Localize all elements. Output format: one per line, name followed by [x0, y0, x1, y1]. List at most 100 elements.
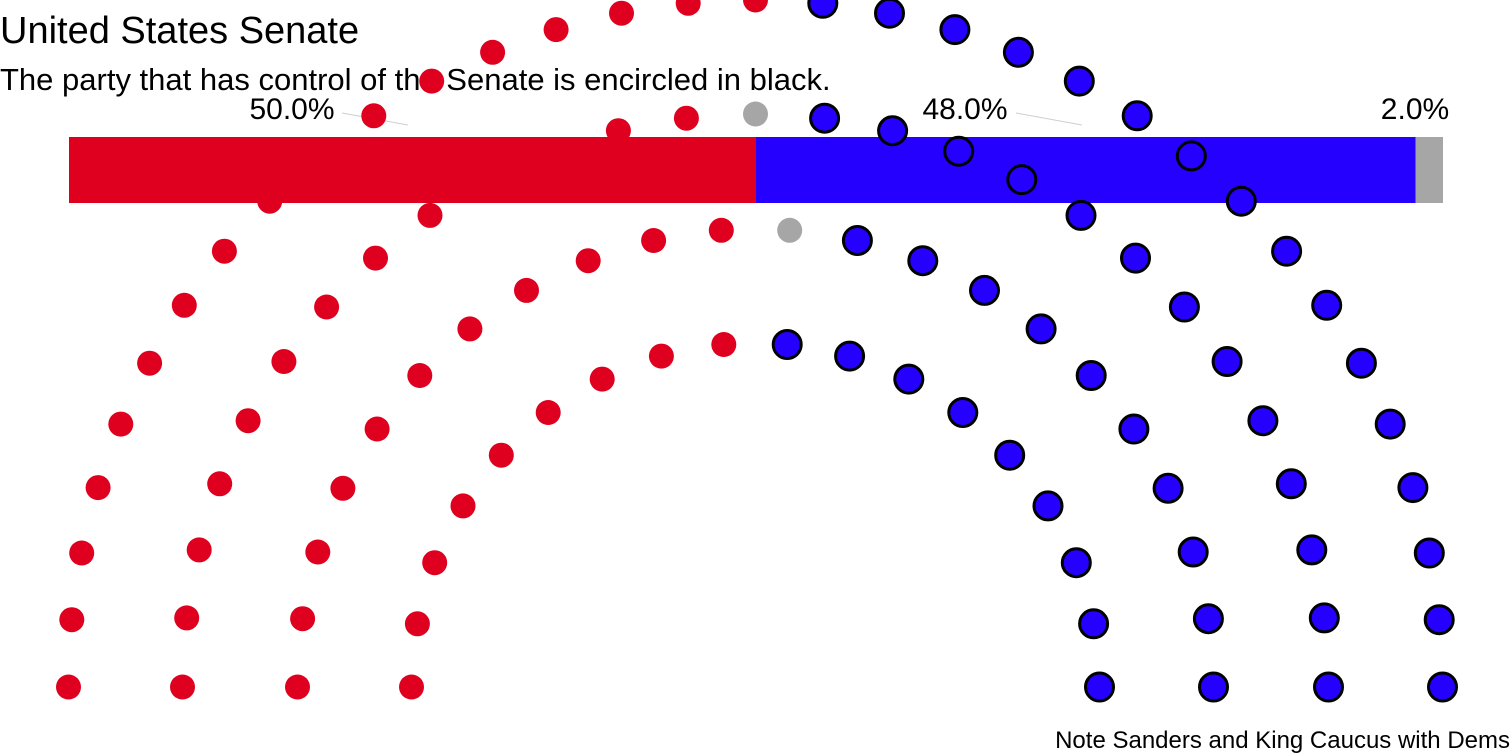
seat-democrat: [1296, 534, 1328, 566]
seat-democrat: [893, 363, 925, 395]
seat-republican: [186, 537, 212, 563]
seat-republican: [314, 294, 340, 320]
seat-democrat: [1247, 405, 1279, 437]
bar-segment-other: [1415, 137, 1443, 203]
seat-democrat: [1211, 346, 1243, 377]
seat-democrat: [877, 115, 909, 147]
seat-republican: [235, 408, 261, 434]
seat-republican: [257, 188, 283, 214]
seat-democrat: [1177, 536, 1209, 568]
seat-democrat: [1175, 140, 1207, 172]
seat-republican: [641, 228, 667, 253]
seat-democrat: [1275, 468, 1307, 500]
seat-republican: [330, 475, 356, 501]
seat-democrat: [1225, 185, 1257, 217]
seat-other: [777, 217, 803, 243]
seat-democrat: [841, 225, 873, 256]
seat-republican: [743, 0, 768, 13]
seat-republican: [648, 343, 674, 369]
seat-democrat: [1078, 608, 1110, 640]
seat-republican: [575, 248, 601, 274]
seat-republican: [271, 349, 297, 374]
seat-republican: [174, 605, 200, 631]
bar-segment-democrat: [756, 137, 1416, 203]
seat-democrat: [1397, 472, 1429, 504]
seat-republican: [422, 550, 448, 576]
seat-republican: [514, 277, 539, 303]
seat-republican: [589, 366, 615, 392]
bar-segment-republican: [69, 137, 756, 203]
seat-republican: [675, 0, 701, 16]
seat-democrat: [1121, 100, 1153, 132]
seat-republican: [69, 540, 95, 566]
bar-label-other: 2.0%: [1381, 93, 1449, 126]
seat-republican: [307, 143, 333, 169]
bar-label-democrat: 48.0%: [922, 93, 1007, 126]
seat-democrat: [1025, 313, 1057, 345]
seat-republican: [170, 674, 195, 700]
seat-republican: [543, 17, 569, 43]
seat-republican: [171, 292, 197, 318]
seat-republican: [363, 245, 388, 271]
seat-democrat: [1060, 547, 1092, 579]
seat-democrat: [1118, 413, 1150, 445]
seat-republican: [361, 103, 387, 129]
seat-republican: [417, 202, 443, 228]
seat-republican: [673, 105, 699, 131]
seat-republican: [108, 411, 134, 437]
seat-republican: [605, 118, 631, 144]
seat-democrat: [807, 0, 839, 19]
seat-republican: [609, 0, 634, 26]
seat-democrat: [771, 329, 803, 360]
seat-democrat: [1168, 291, 1200, 323]
seat-republican: [535, 400, 561, 425]
seat-republican: [539, 138, 565, 164]
seat-republican: [285, 674, 310, 700]
seat-democrat: [994, 439, 1026, 471]
seat-republican: [480, 39, 506, 65]
seat-democrat: [1311, 289, 1343, 321]
seat-republican: [56, 674, 81, 700]
seat-democrat: [834, 340, 866, 372]
seat-republican: [708, 217, 734, 243]
seat-arc: [56, 0, 1458, 703]
seat-republican: [364, 416, 390, 442]
seat-republican: [85, 475, 111, 501]
seat-republican: [399, 674, 424, 700]
seat-democrat: [1192, 603, 1224, 635]
seat-republican: [404, 611, 430, 637]
seat-democrat: [1271, 235, 1303, 267]
seat-democrat: [1413, 537, 1445, 569]
seat-republican: [211, 238, 237, 264]
seat-democrat: [1002, 36, 1034, 68]
seat-democrat: [809, 102, 841, 134]
seat-democrat: [1120, 242, 1151, 274]
seat-democrat: [947, 397, 979, 428]
share-bar: 50.0% 48.0% 2.0%: [69, 93, 1449, 203]
seat-republican: [476, 167, 502, 193]
seat-republican: [137, 350, 163, 376]
seat-democrat: [1006, 164, 1038, 196]
seat-democrat: [943, 135, 975, 167]
seat-democrat: [907, 245, 939, 277]
seat-democrat: [1075, 360, 1107, 391]
bar-label-republican: 50.0%: [249, 93, 334, 126]
seat-republican: [290, 606, 316, 632]
seat-democrat: [1345, 347, 1377, 379]
seat-democrat: [1313, 671, 1344, 703]
seat-republican: [450, 493, 476, 519]
seat-democrat: [969, 274, 1000, 306]
seat-democrat: [1423, 604, 1455, 636]
seat-republican: [711, 332, 737, 357]
seat-democrat: [1063, 65, 1095, 97]
seat-republican: [488, 442, 514, 468]
seat-democrat: [1084, 671, 1115, 703]
seat-democrat: [1198, 671, 1229, 703]
seat-democrat: [1308, 602, 1340, 634]
label-leader-democrat: [1015, 112, 1083, 126]
seat-republican: [419, 68, 445, 94]
seat-republican: [207, 471, 233, 497]
seat-republican: [59, 607, 85, 633]
seat-republican: [457, 316, 483, 342]
